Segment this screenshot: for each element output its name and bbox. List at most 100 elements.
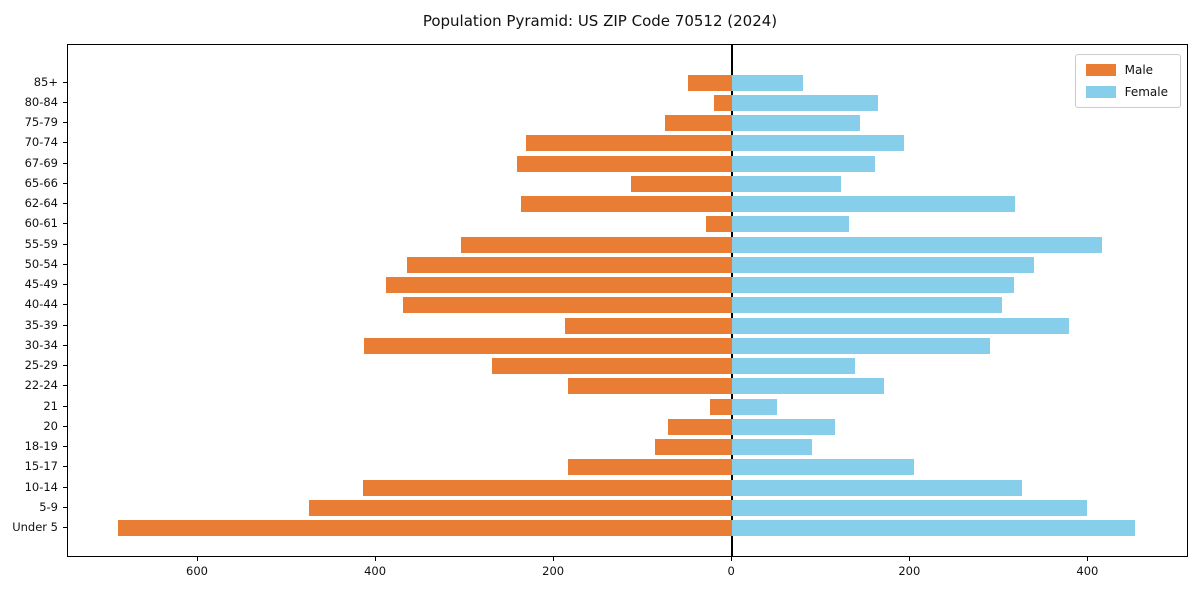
male-bar-15-17	[567, 459, 733, 476]
ytick-mark-25-29	[63, 365, 67, 367]
xtick-mark-0	[731, 557, 733, 561]
male-bar-55-59	[460, 236, 733, 253]
female-bar-18-19	[732, 439, 813, 456]
male-bar-80-84	[714, 94, 733, 111]
male-legend-label: Male	[1124, 63, 1154, 77]
plot-area: Male Female	[67, 44, 1188, 557]
ytick-mark-10-14	[63, 486, 67, 488]
xtick-label-200: 200	[898, 564, 921, 578]
ytick-label-80-84: 80-84	[24, 94, 58, 109]
male-bar-60-61	[705, 216, 733, 233]
xtick-label-0: 0	[727, 564, 735, 578]
ytick-mark-50-54	[63, 263, 67, 265]
ytick-label-50-54: 50-54	[24, 256, 58, 271]
ytick-mark-15-17	[63, 466, 67, 468]
female-bar-21	[732, 398, 777, 415]
female-bar-15-17	[732, 459, 914, 476]
ytick-label-62-64: 62-64	[24, 196, 58, 211]
ytick-mark-62-64	[63, 203, 67, 205]
female-bar-30-34	[732, 337, 991, 354]
xtick-mark-200	[553, 557, 555, 561]
ytick-mark-67-69	[63, 162, 67, 164]
male-bar-67-69	[516, 155, 733, 172]
female-bar-85+	[732, 74, 804, 91]
ytick-label-25-29: 25-29	[24, 358, 58, 373]
male-bar-85+	[687, 74, 733, 91]
ytick-label-Under 5: Under 5	[12, 520, 58, 535]
ytick-mark-40-44	[63, 304, 67, 306]
ytick-label-18-19: 18-19	[24, 439, 58, 454]
female-bar-10-14	[732, 479, 1023, 496]
female-bar-70-74	[732, 135, 905, 152]
male-bar-65-66	[630, 175, 733, 192]
female-bar-65-66	[732, 175, 841, 192]
ytick-label-10-14: 10-14	[24, 479, 58, 494]
ytick-label-45-49: 45-49	[24, 277, 58, 292]
male-bar-Under 5	[117, 520, 733, 537]
ytick-mark-30-34	[63, 344, 67, 346]
ytick-mark-75-79	[63, 122, 67, 124]
chart-title: Population Pyramid: US ZIP Code 70512 (2…	[422, 12, 778, 30]
ytick-mark-Under 5	[63, 527, 67, 529]
ytick-label-75-79: 75-79	[24, 115, 58, 130]
female-bar-55-59	[732, 236, 1102, 253]
male-bar-30-34	[364, 337, 733, 354]
xtick-label-200: 200	[542, 564, 565, 578]
female-bar-Under 5	[732, 520, 1135, 537]
male-bar-25-29	[491, 358, 733, 375]
legend-row-male: Male	[1085, 63, 1168, 77]
xtick-mark-600	[196, 557, 198, 561]
ytick-label-30-34: 30-34	[24, 337, 58, 352]
ytick-mark-65-66	[63, 182, 67, 184]
legend: Male Female	[1074, 54, 1181, 108]
ytick-label-20: 20	[43, 418, 58, 433]
ytick-mark-18-19	[63, 446, 67, 448]
female-bar-45-49	[732, 277, 1015, 294]
ytick-label-70-74: 70-74	[24, 135, 58, 150]
xtick-mark-400	[1087, 557, 1089, 561]
ytick-mark-20	[63, 425, 67, 427]
ytick-label-5-9: 5-9	[39, 499, 58, 514]
male-bar-5-9	[309, 499, 733, 516]
female-bar-80-84	[732, 94, 879, 111]
male-bar-62-64	[521, 196, 733, 213]
female-bar-62-64	[732, 196, 1016, 213]
male-legend-swatch	[1085, 64, 1116, 76]
xtick-label-600: 600	[186, 564, 208, 578]
ytick-mark-60-61	[63, 223, 67, 225]
male-bar-40-44	[402, 297, 733, 314]
ytick-label-65-66: 65-66	[24, 175, 58, 190]
female-bar-25-29	[732, 358, 856, 375]
male-bar-50-54	[407, 256, 733, 273]
ytick-mark-80-84	[63, 101, 67, 103]
male-bar-18-19	[654, 439, 733, 456]
female-bar-20	[732, 418, 835, 435]
male-bar-45-49	[385, 277, 733, 294]
ytick-label-60-61: 60-61	[24, 216, 58, 231]
female-bar-75-79	[732, 115, 861, 132]
ytick-mark-55-59	[63, 243, 67, 245]
male-bar-70-74	[525, 135, 733, 152]
ytick-mark-70-74	[63, 142, 67, 144]
ytick-label-85+: 85+	[33, 74, 58, 89]
ytick-label-15-17: 15-17	[24, 459, 58, 474]
male-bar-10-14	[362, 479, 733, 496]
female-legend-label: Female	[1124, 85, 1168, 99]
female-legend-swatch	[1085, 86, 1116, 98]
ytick-label-21: 21	[43, 398, 58, 413]
female-bar-67-69	[732, 155, 875, 172]
ytick-mark-45-49	[63, 284, 67, 286]
female-bar-60-61	[732, 216, 849, 233]
ytick-mark-35-39	[63, 324, 67, 326]
xtick-label-400: 400	[1076, 564, 1099, 578]
ytick-label-40-44: 40-44	[24, 297, 58, 312]
legend-row-female: Female	[1085, 85, 1168, 99]
female-bar-5-9	[732, 499, 1088, 516]
female-bar-50-54	[732, 256, 1035, 273]
ytick-label-67-69: 67-69	[24, 155, 58, 170]
male-bar-35-39	[564, 317, 733, 334]
female-bar-40-44	[732, 297, 1002, 314]
ytick-mark-22-24	[63, 385, 67, 387]
ytick-label-35-39: 35-39	[24, 317, 58, 332]
